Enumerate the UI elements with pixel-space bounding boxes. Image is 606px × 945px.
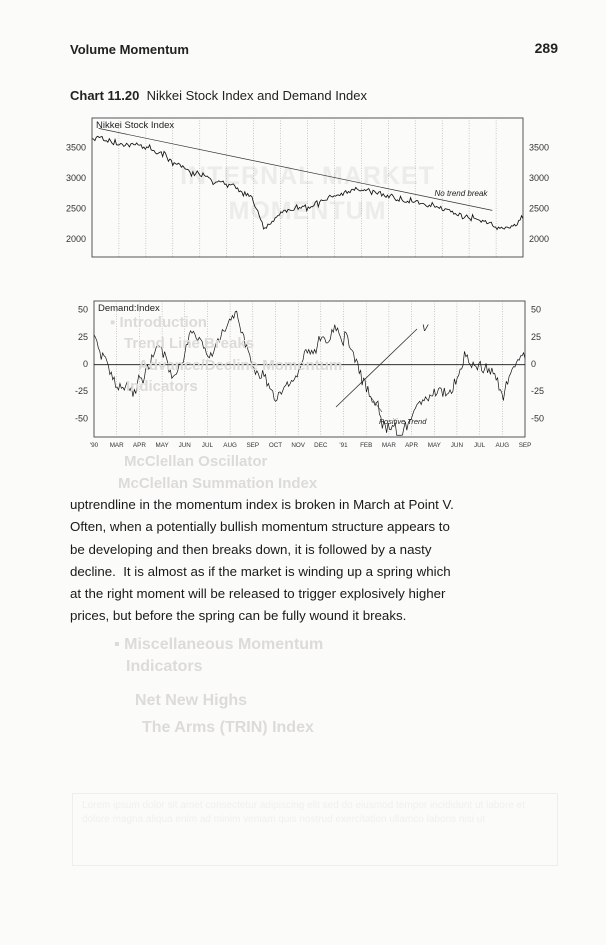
svg-text:SEP: SEP xyxy=(519,442,532,449)
svg-text:50: 50 xyxy=(78,305,88,315)
svg-text:MAY: MAY xyxy=(428,442,442,449)
svg-text:APR: APR xyxy=(405,442,418,449)
svg-text:2500: 2500 xyxy=(66,203,86,213)
svg-text:Nikkei Stock Index: Nikkei Stock Index xyxy=(96,120,174,131)
svg-text:-50: -50 xyxy=(531,413,544,423)
svg-text:3000: 3000 xyxy=(529,173,549,183)
svg-text:AUG: AUG xyxy=(495,442,509,449)
svg-text:-25: -25 xyxy=(75,386,88,396)
svg-text:MAR: MAR xyxy=(110,442,124,449)
svg-text:SEP: SEP xyxy=(246,442,259,449)
svg-text:3000: 3000 xyxy=(66,173,86,183)
svg-text:NOV: NOV xyxy=(291,442,305,449)
svg-text:0: 0 xyxy=(531,359,536,369)
svg-text:OCT: OCT xyxy=(269,442,282,449)
svg-text:25: 25 xyxy=(78,332,88,342)
svg-text:JUN: JUN xyxy=(451,442,464,449)
svg-text:3500: 3500 xyxy=(529,142,549,152)
svg-text:3500: 3500 xyxy=(66,142,86,152)
svg-text:25: 25 xyxy=(531,332,541,342)
svg-text:MAR: MAR xyxy=(382,442,396,449)
svg-text:V: V xyxy=(422,323,429,333)
svg-text:2000: 2000 xyxy=(66,234,86,244)
svg-text:2500: 2500 xyxy=(529,203,549,213)
svg-text:0: 0 xyxy=(83,359,88,369)
svg-text:'90: '90 xyxy=(90,442,99,449)
svg-text:'91: '91 xyxy=(339,442,348,449)
svg-text:FEB: FEB xyxy=(360,442,372,449)
svg-text:JUL: JUL xyxy=(202,442,214,449)
svg-text:MAY: MAY xyxy=(156,442,170,449)
svg-text:JUL: JUL xyxy=(474,442,486,449)
svg-text:Positive Trend: Positive Trend xyxy=(379,417,427,426)
svg-text:2000: 2000 xyxy=(529,234,549,244)
svg-text:50: 50 xyxy=(531,305,541,315)
svg-text:APR: APR xyxy=(133,442,146,449)
svg-text:-25: -25 xyxy=(531,386,544,396)
svg-text:-50: -50 xyxy=(75,413,88,423)
svg-text:AUG: AUG xyxy=(223,442,237,449)
svg-text:DEC: DEC xyxy=(314,442,328,449)
svg-text:JUN: JUN xyxy=(179,442,192,449)
svg-text:No trend break: No trend break xyxy=(435,189,489,198)
svg-text:Demand:Index: Demand:Index xyxy=(98,303,160,314)
